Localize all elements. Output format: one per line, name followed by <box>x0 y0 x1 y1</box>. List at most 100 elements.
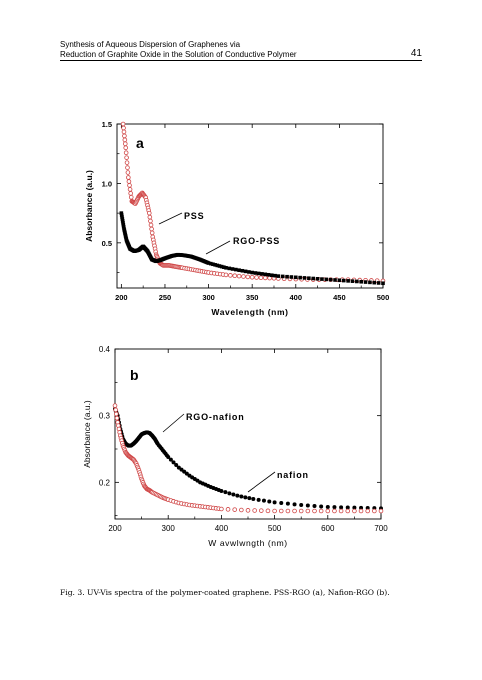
x-tick-label: 600 <box>321 524 335 533</box>
data-point <box>208 261 213 266</box>
data-point <box>112 403 118 408</box>
data-point <box>328 277 333 282</box>
chart-panel-b: 200 300 400 500 600 700 0.2 0.3 0.4 W avwlwngth (… <box>82 345 388 548</box>
data-point <box>311 276 316 281</box>
data-point <box>319 504 324 509</box>
data-point <box>292 508 297 514</box>
data-point <box>222 265 226 270</box>
data-point <box>211 262 215 267</box>
data-point <box>318 508 324 514</box>
panel-label: a <box>136 135 144 151</box>
data-point <box>243 495 248 500</box>
x-tick-label: 350 <box>246 293 259 302</box>
data-point <box>256 271 261 276</box>
data-point <box>305 503 310 508</box>
annotation-label: RGO-PSS <box>233 236 280 246</box>
annotation-leader-line <box>158 212 183 225</box>
data-point <box>113 407 118 413</box>
data-point <box>272 500 277 505</box>
data-point <box>234 267 238 272</box>
data-point <box>174 463 179 467</box>
y-axis-label: Absorbance (a.u.) <box>84 170 94 242</box>
data-point <box>121 222 126 227</box>
data-point <box>332 508 337 514</box>
data-point <box>250 270 254 275</box>
data-point <box>114 415 120 421</box>
data-point <box>266 272 271 277</box>
data-point <box>352 508 357 514</box>
data-point <box>320 277 324 281</box>
series-pss <box>120 121 386 284</box>
running-head-line-2: Reduction of Graphite Oxide in the Solut… <box>60 49 297 59</box>
data-point <box>298 275 302 280</box>
data-point <box>352 505 357 510</box>
data-point <box>247 496 252 501</box>
data-point <box>240 268 245 273</box>
data-point <box>378 508 384 514</box>
data-point <box>245 508 251 513</box>
data-point <box>359 505 364 510</box>
data-point <box>339 505 344 510</box>
data-point <box>324 277 329 282</box>
data-point <box>232 273 238 279</box>
y-tick-label: 0.5 <box>102 239 112 248</box>
data-point <box>119 211 124 215</box>
data-point <box>215 263 220 268</box>
x-tick-label: 500 <box>268 524 282 533</box>
data-point <box>280 274 285 279</box>
data-point <box>260 272 264 276</box>
data-point <box>302 276 307 280</box>
annotation-leader-line <box>162 413 185 433</box>
data-point <box>125 165 130 170</box>
data-point <box>249 275 255 280</box>
y-tick-label: 0.2 <box>99 478 111 487</box>
data-point <box>219 489 224 493</box>
data-point <box>120 217 125 221</box>
data-point <box>225 507 231 512</box>
page-number: 41 <box>410 48 422 59</box>
data-point <box>372 508 377 514</box>
data-point <box>219 506 224 512</box>
data-point <box>285 501 290 506</box>
data-point <box>363 280 368 284</box>
annotation-leader-line <box>205 240 231 255</box>
data-point <box>256 497 261 502</box>
y-tick-label: 0.3 <box>99 412 111 421</box>
chart-panel-a: 200 250 300 350 400 450 500 0.5 1.0 1.5 Wavelength… <box>84 120 389 317</box>
data-point <box>312 504 317 508</box>
x-axis-label: W avwlwngth (nm) <box>208 538 288 548</box>
data-point <box>307 276 311 280</box>
y-tick-label: 1.0 <box>102 179 112 188</box>
figure-caption: Fig. 3. UV-Vis spectra of the polymer-co… <box>60 588 390 597</box>
data-point <box>168 457 173 462</box>
data-point <box>263 272 268 277</box>
data-point <box>358 508 364 514</box>
data-point <box>247 270 251 274</box>
data-point <box>252 508 257 513</box>
data-point <box>346 279 350 283</box>
data-point <box>224 265 228 270</box>
data-point <box>359 279 363 284</box>
data-point <box>325 508 331 514</box>
data-point <box>213 263 217 267</box>
data-point <box>231 492 236 497</box>
annotation-leader-line <box>247 471 276 493</box>
data-point <box>239 507 244 513</box>
data-point <box>223 490 228 495</box>
annotation-label: nafion <box>277 470 309 480</box>
data-point <box>333 278 337 282</box>
data-point <box>337 278 342 283</box>
data-point <box>206 261 211 265</box>
data-point <box>258 275 264 281</box>
data-point <box>289 275 294 279</box>
x-tick-label: 450 <box>333 293 346 302</box>
data-point <box>243 269 248 274</box>
data-point <box>381 281 385 286</box>
data-point <box>236 273 242 279</box>
data-point <box>267 499 272 504</box>
data-point <box>355 279 359 284</box>
x-axis-label: Wavelength (nm) <box>211 307 288 317</box>
running-head-line-1: Synthesis of Aqueous Dispersion of Graph… <box>60 40 241 49</box>
data-point <box>338 508 344 514</box>
data-point <box>232 507 238 512</box>
